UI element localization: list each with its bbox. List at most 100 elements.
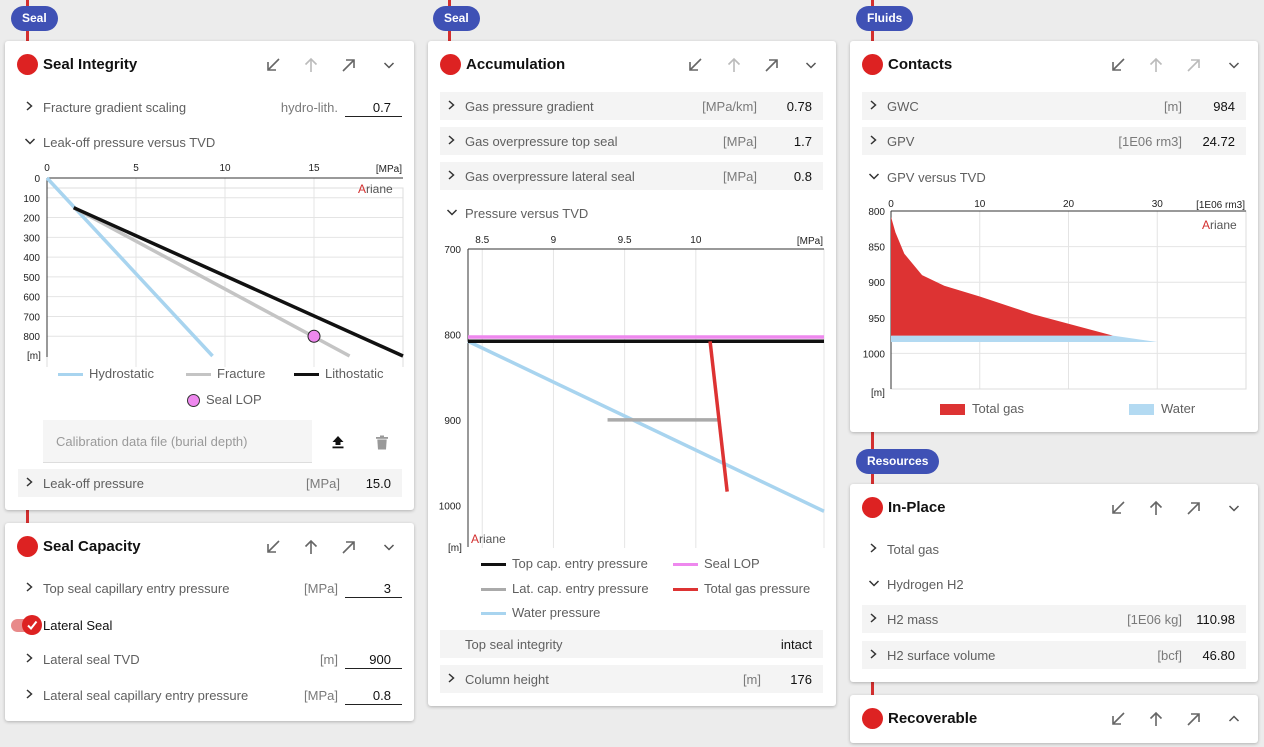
gpv-chart-toggle[interactable]: GPV versus TVD (862, 170, 1222, 186)
water-area (891, 335, 1158, 343)
fracture-gradient-row[interactable]: Fracture gradient scaling hydro-lith. 0.… (18, 93, 402, 121)
calibration-file-input[interactable]: Calibration data file (burial depth) (43, 420, 312, 463)
collapse-in-button[interactable] (683, 53, 707, 77)
row-unit: [m] (319, 652, 338, 667)
move-up-button[interactable] (1144, 53, 1168, 77)
collapse-in-button[interactable] (1106, 53, 1130, 77)
expand-out-button[interactable] (1182, 707, 1206, 731)
lateral-seal-toggle[interactable]: Lateral Seal (11, 615, 171, 636)
card-title: Seal Capacity (43, 538, 141, 555)
leakoff-pressure-row[interactable]: Leak-off pressure [MPa] 15.0 (18, 469, 402, 497)
upload-button[interactable] (327, 431, 349, 453)
status-dot (862, 708, 883, 729)
hydrogen-row[interactable]: Hydrogen H2 (862, 570, 1246, 598)
x-unit-label: [1E06 rm3] (1196, 200, 1245, 211)
legend-label: Seal LOP (704, 556, 760, 571)
gwc-row[interactable]: GWC [m] 984 (862, 92, 1246, 120)
brand-watermark: Ariane (1202, 218, 1237, 232)
chevron-up-icon (1228, 715, 1240, 722)
legend-swatch (187, 394, 200, 408)
row-label: GPV (887, 134, 915, 149)
move-up-button[interactable] (1144, 707, 1168, 731)
gas-pressure-gradient-row[interactable]: Gas pressure gradient [MPa/km] 0.78 (440, 92, 823, 120)
delete-button[interactable] (371, 431, 393, 453)
expand-out-button[interactable] (760, 53, 784, 77)
arrow-up-right-icon (342, 541, 355, 554)
x-tick-label: 5 (133, 163, 139, 174)
collapse-card-button[interactable] (1222, 496, 1246, 520)
connector-line (871, 30, 874, 42)
expand-out-button[interactable] (1182, 496, 1206, 520)
chart-title: Pressure versus TVD (465, 206, 589, 221)
leakoff-chart: 0 5 10 15 0 100 200 300 400 500 600 700 800 [MPa] [m… (23, 163, 404, 367)
pressure-chart-toggle[interactable]: Pressure versus TVD (440, 206, 800, 222)
lateral-cap-input[interactable]: 0.8 (345, 683, 402, 705)
legend-swatch (940, 404, 965, 416)
x-tick-label: 15 (308, 163, 320, 174)
expand-card-button[interactable] (1222, 707, 1246, 731)
seal-integrity-card: Seal Integrity Fracture gradient scaling… (5, 41, 414, 510)
y-tick-label: 300 (23, 233, 40, 244)
group-pill-seal[interactable]: Seal (11, 6, 58, 31)
collapse-card-button[interactable] (1222, 53, 1246, 77)
x-tick-label: 10 (219, 163, 231, 174)
y-unit-label: [m] (448, 543, 462, 554)
gpv-row[interactable]: GPV [1E06 rm3] 24.72 (862, 127, 1246, 155)
move-up-button[interactable] (299, 535, 323, 559)
arrow-down-left-icon (689, 58, 702, 71)
fracture-gradient-input[interactable]: 0.7 (345, 95, 402, 117)
lateral-tvd-input[interactable]: 900 (345, 647, 402, 669)
top-seal-cap-row[interactable]: Top seal capillary entry pressure [MPa] … (18, 574, 402, 602)
lateral-tvd-row[interactable]: Lateral seal TVD [m] 900 (18, 645, 402, 673)
y-unit-label: [m] (27, 351, 41, 362)
x-tick-label: 20 (1063, 199, 1075, 210)
gas-overpressure-top-row[interactable]: Gas overpressure top seal [MPa] 1.7 (440, 127, 823, 155)
y-tick-label: 850 (868, 243, 885, 254)
collapse-in-button[interactable] (1106, 496, 1130, 520)
y-tick-label: 600 (23, 293, 40, 304)
collapse-card-button[interactable] (799, 53, 823, 77)
h2-volume-row[interactable]: H2 surface volume [bcf] 46.80 (862, 641, 1246, 669)
arrow-up-right-icon (1187, 59, 1200, 72)
expand-out-button[interactable] (337, 53, 361, 77)
legend-label: Top cap. entry pressure (512, 556, 648, 571)
collapse-in-button[interactable] (261, 535, 285, 559)
y-tick-label: 700 (23, 312, 40, 323)
move-up-button[interactable] (299, 53, 323, 77)
row-value: 1.7 (793, 134, 812, 149)
card-header: Contacts (850, 41, 1258, 89)
arrow-up-icon (1149, 500, 1163, 515)
connector-line (26, 30, 29, 42)
gpv-chart: 0 10 20 30 800 850 900 950 1000 [1E06 rm3] [m] A… (863, 199, 1247, 399)
gas-overpressure-lateral-row[interactable]: Gas overpressure lateral seal [MPa] 0.8 (440, 162, 823, 190)
legend-lithostatic: Lithostatic (294, 366, 384, 381)
row-unit: hydro-lith. (280, 100, 338, 115)
lateral-cap-row[interactable]: Lateral seal capillary entry pressure [M… (18, 681, 402, 709)
group-pill-resources[interactable]: Resources (856, 449, 940, 474)
expand-out-button[interactable] (1182, 53, 1206, 77)
leakoff-chart-toggle[interactable]: Leak-off pressure versus TVD (18, 135, 378, 151)
chevron-down-icon (24, 138, 36, 145)
collapse-card-button[interactable] (377, 53, 401, 77)
group-pill-fluids[interactable]: Fluids (856, 6, 914, 31)
top-seal-cap-input[interactable]: 3 (345, 576, 402, 598)
card-header: Seal Integrity (5, 41, 414, 89)
collapse-card-button[interactable] (377, 535, 401, 559)
legend-swatch (673, 563, 698, 567)
move-up-button[interactable] (722, 53, 746, 77)
row-value: 0.8 (793, 169, 812, 184)
h2-mass-row[interactable]: H2 mass [1E06 kg] 110.98 (862, 605, 1246, 633)
y-tick-label: 1000 (863, 349, 886, 360)
group-pill-seal[interactable]: Seal (433, 6, 480, 31)
row-label: Fracture gradient scaling (43, 100, 187, 115)
move-up-button[interactable] (1144, 496, 1168, 520)
series-line-water-pressure (467, 339, 825, 513)
chevron-down-icon (805, 62, 817, 69)
total-gas-row[interactable]: Total gas (862, 535, 1246, 563)
collapse-in-button[interactable] (1106, 707, 1130, 731)
legend-swatch (1129, 404, 1154, 416)
expand-out-button[interactable] (337, 535, 361, 559)
column-height-row[interactable]: Column height [m] 176 (440, 665, 823, 693)
collapse-in-button[interactable] (261, 53, 285, 77)
card-title: Accumulation (466, 56, 566, 73)
